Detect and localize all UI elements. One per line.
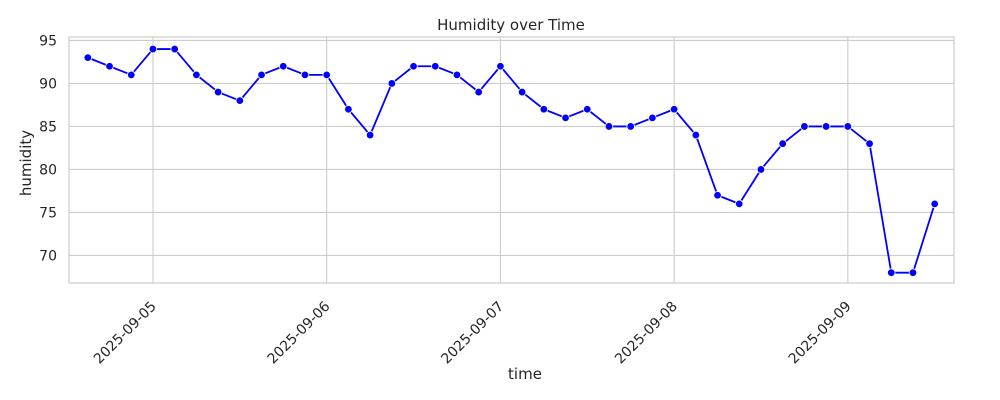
data-point [865, 139, 874, 148]
x-tick-label: 2025-09-08 [612, 299, 681, 368]
data-point [930, 199, 939, 209]
series-humidity [83, 44, 939, 277]
data-point [452, 70, 462, 80]
x-tick-label: 2025-09-05 [91, 299, 160, 368]
x-axis-title: time [508, 365, 542, 383]
data-point [409, 62, 418, 71]
data-point [83, 53, 93, 62]
data-point [257, 70, 266, 80]
data-point [604, 122, 614, 131]
plot-frame [68, 36, 955, 284]
data-point [127, 70, 136, 80]
x-tick-label: 2025-09-09 [786, 299, 855, 368]
data-point [800, 122, 809, 131]
data-point [387, 79, 397, 88]
data-point [561, 113, 570, 123]
y-axis-ticks: 70 75 80 85 90 95 [39, 33, 57, 264]
data-point [778, 139, 787, 148]
data-point [908, 268, 918, 277]
data-point [192, 70, 201, 80]
y-axis-title: humidity [17, 130, 35, 196]
series-line [87, 48, 936, 274]
data-point [148, 44, 158, 54]
y-tick-label: 90 [39, 76, 57, 92]
x-axis-ticks: 2025-09-05 2025-09-06 2025-09-07 2025-09-08… [91, 298, 855, 367]
data-point [713, 191, 722, 200]
data-point [235, 96, 245, 105]
data-point [539, 105, 549, 114]
data-point [170, 44, 179, 54]
data-point [213, 87, 223, 97]
data-point [691, 130, 701, 140]
x-tick-label: 2025-09-07 [438, 299, 507, 368]
data-point [626, 122, 635, 131]
data-point [105, 62, 114, 71]
data-point [496, 62, 505, 71]
y-tick-label: 85 [39, 119, 57, 135]
data-point [821, 122, 831, 131]
data-point [887, 268, 896, 277]
gridlines [69, 37, 954, 283]
data-point [431, 62, 440, 71]
chart-title: Humidity over Time [437, 16, 585, 34]
y-tick-label: 75 [39, 205, 57, 221]
data-point [517, 87, 527, 97]
data-point [583, 105, 592, 114]
data-point [669, 105, 679, 114]
data-point [365, 130, 375, 140]
plot-area [69, 37, 954, 283]
data-point [648, 113, 657, 123]
data-point [756, 165, 766, 174]
y-tick-label: 80 [39, 162, 57, 178]
data-point [344, 105, 353, 114]
x-tick-label: 2025-09-06 [265, 298, 334, 367]
y-tick-label: 70 [39, 248, 57, 264]
data-point [735, 199, 744, 209]
y-tick-label: 95 [39, 33, 57, 49]
data-point [843, 122, 853, 131]
data-point [322, 70, 331, 80]
data-point [474, 87, 483, 97]
data-point [300, 70, 310, 80]
data-point [279, 62, 288, 71]
